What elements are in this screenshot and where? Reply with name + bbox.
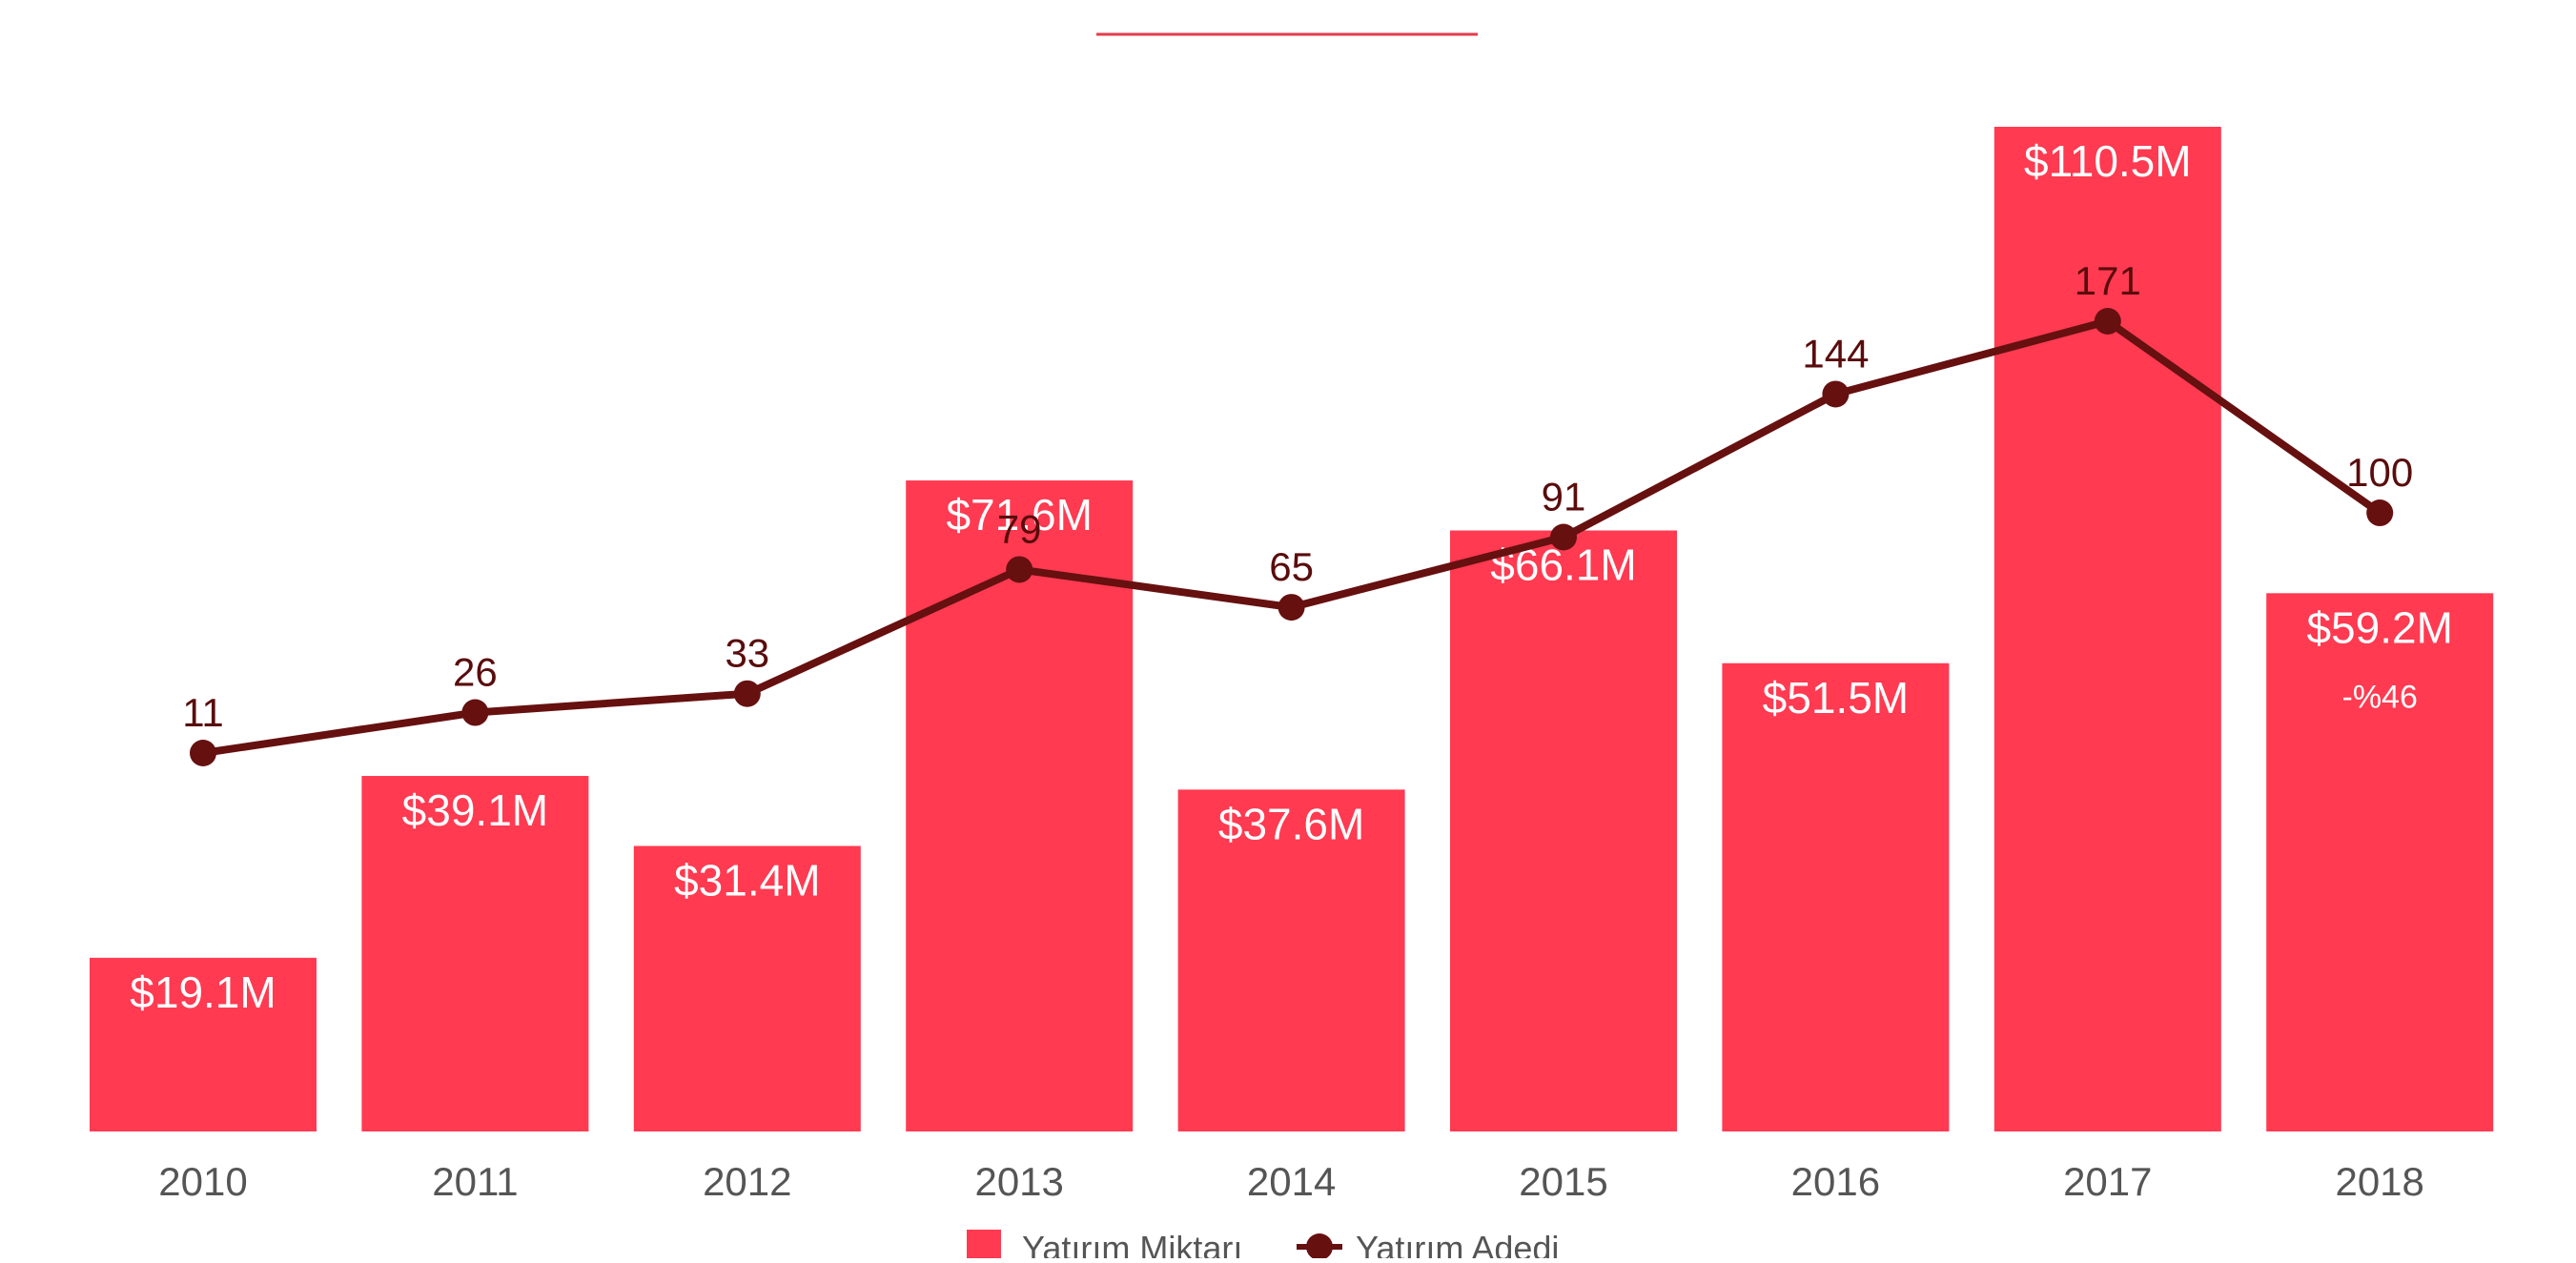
x-tick-2011: 2011 — [432, 1159, 518, 1204]
x-axis-ticks: 2010 2011 2012 2013 2014 2015 2016 2017 2018 — [158, 1159, 2424, 1204]
line-label-2011: 26 — [453, 650, 498, 695]
bar-2013 — [906, 480, 1134, 1131]
x-tick-2013: 2013 — [974, 1159, 1063, 1204]
line-layer: 11 26 33 79 65 91 144 171 100 — [182, 258, 2413, 766]
line-point-2014 — [1278, 594, 1305, 621]
line-label-2013: 79 — [997, 506, 1042, 551]
x-tick-2010: 2010 — [158, 1159, 247, 1204]
legend-swatch-line-dot — [1306, 1233, 1333, 1260]
x-tick-2017: 2017 — [2063, 1159, 2152, 1204]
line-point-2012 — [733, 680, 761, 707]
line-point-2017 — [2094, 308, 2121, 335]
bar-2014 — [1177, 789, 1405, 1131]
legend-label-line: Yatırım Adedi — [1356, 1229, 1559, 1258]
line-point-2016 — [1822, 380, 1850, 408]
legend-swatch-bar — [967, 1230, 1001, 1263]
line-label-2017: 171 — [2075, 258, 2141, 303]
bars-layer: $19.1M$39.1M$31.4M$71.6M$37.6M$66.1M$51.… — [90, 127, 2494, 1131]
line-label-2015: 91 — [1542, 475, 1586, 519]
bar-2018 — [2266, 593, 2494, 1131]
bar-2015 — [1450, 530, 1677, 1131]
line-label-2018: 100 — [2346, 450, 2413, 495]
line-point-2010 — [190, 740, 216, 766]
bar-label-2018: $59.2M — [2306, 602, 2452, 652]
x-tick-2012: 2012 — [703, 1159, 791, 1204]
line-label-2010: 11 — [182, 690, 224, 735]
legend: Yatırım Miktarı Yatırım Adedi — [967, 1229, 1559, 1263]
line-label-2014: 65 — [1269, 544, 1314, 589]
legend-label-bar: Yatırım Miktarı — [1022, 1229, 1242, 1258]
annotation-2018: -%46 — [2342, 679, 2418, 715]
line-point-2011 — [461, 699, 489, 726]
bar-2010 — [90, 957, 317, 1131]
bar-label-2013: $71.6M — [946, 490, 1092, 540]
line-label-2016: 144 — [1802, 331, 1869, 376]
bar-label-2016: $51.5M — [1763, 673, 1909, 723]
bar-2017 — [1993, 127, 2221, 1131]
x-tick-2014: 2014 — [1247, 1159, 1336, 1204]
bar-2012 — [633, 845, 861, 1131]
line-point-2018 — [2366, 499, 2394, 527]
bar-label-2012: $31.4M — [674, 855, 820, 905]
line-point-2015 — [1550, 523, 1577, 551]
bar-label-2010: $19.1M — [130, 968, 276, 1017]
bar-2011 — [361, 776, 589, 1131]
x-tick-2018: 2018 — [2335, 1159, 2423, 1204]
bar-label-2011: $39.1M — [402, 785, 548, 835]
bar-label-2014: $37.6M — [1218, 799, 1364, 848]
line-label-2012: 33 — [725, 631, 769, 676]
x-tick-2015: 2015 — [1519, 1159, 1607, 1204]
bar-label-2017: $110.5M — [2024, 136, 2192, 186]
bar-2016 — [1722, 662, 1950, 1131]
x-tick-2016: 2016 — [1791, 1159, 1880, 1204]
line-point-2013 — [1006, 556, 1033, 583]
